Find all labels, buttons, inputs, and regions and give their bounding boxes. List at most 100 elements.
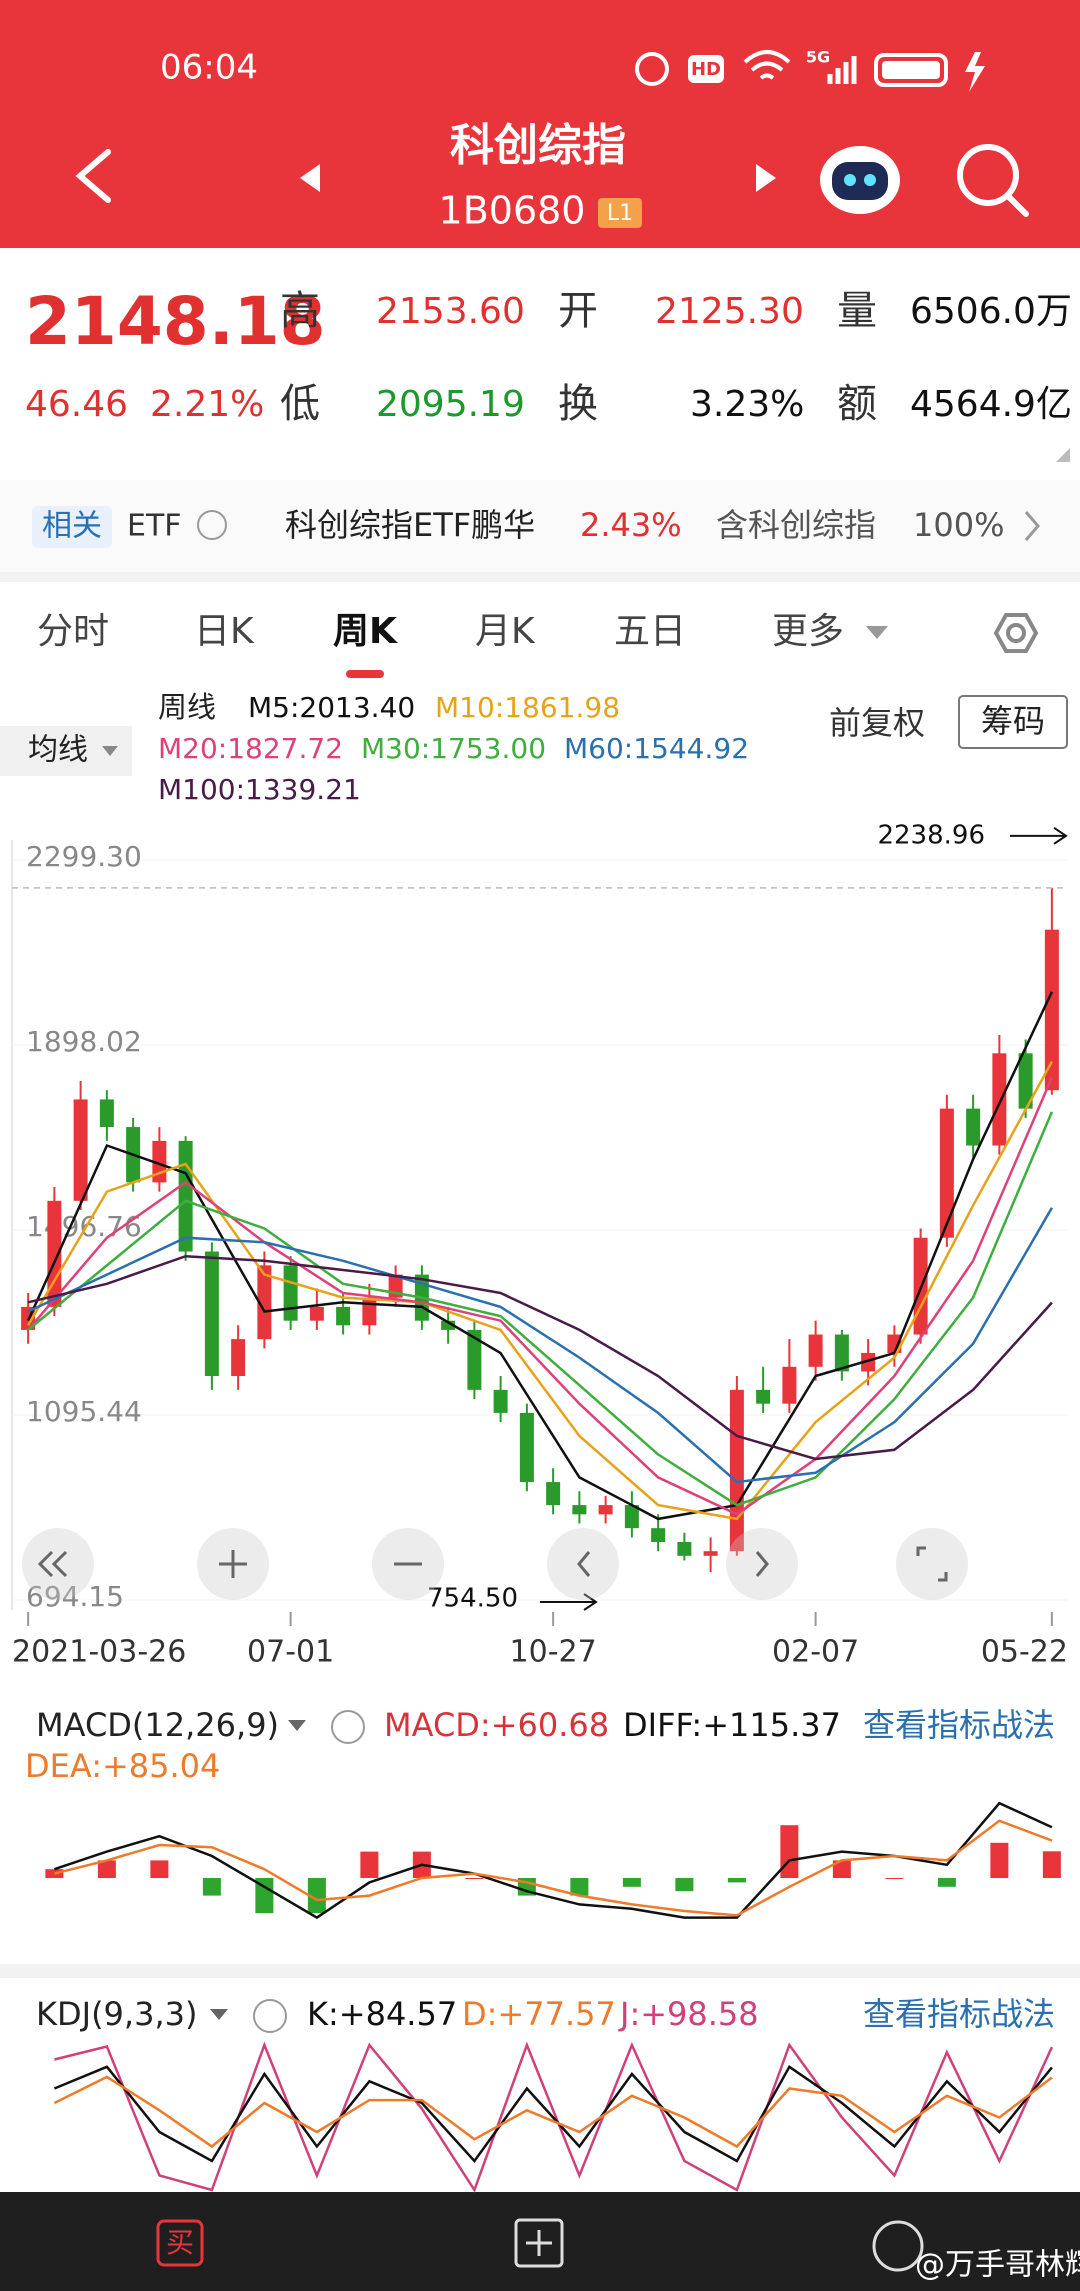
macd-bar [570,1878,589,1896]
search-button[interactable] [957,144,1029,217]
ma-line [27,1111,1054,1507]
ma-line [27,1076,1054,1516]
chart-control[interactable] [22,1528,94,1600]
price-change-pct: 2.21% [150,384,264,425]
candle-body [782,1366,797,1404]
chart-control[interactable] [547,1528,619,1600]
candle-body [598,1505,613,1515]
etf-chevron [1024,511,1040,541]
candle-body [651,1528,666,1542]
kdj-title[interactable]: KDJ(9,3,3) [36,1995,197,2033]
candle-body [1018,1053,1033,1109]
function-icon[interactable] [872,2220,924,2272]
watermark: @万手哥林辉 [915,2248,1080,2283]
separator [0,572,1080,582]
candle-body [257,1265,272,1340]
kdj-j-line [54,2041,1054,2193]
candle-body [572,1505,587,1515]
macd-bar [885,1878,904,1879]
expand-corner[interactable] [1056,448,1070,462]
candle-body [729,1389,744,1552]
quote-label: 额 [837,381,877,427]
kdj-readout: J:+98.58 [618,1995,759,2033]
macd-link[interactable]: 查看指标战法 [863,1706,1055,1744]
info-icon[interactable] [197,510,227,540]
macd-bar [360,1851,379,1878]
level-label: L1 [607,201,633,226]
quote-value: 2125.30 [655,291,804,332]
assistant-button[interactable] [820,146,900,214]
chart-control-icon [577,1551,591,1577]
settings-button[interactable] [993,613,1039,653]
chart-control-icon [219,1550,247,1578]
chart-control-icon [37,1550,68,1578]
info-icon[interactable] [331,1710,365,1744]
battery-level [882,61,940,79]
x-tick-label: 02-07 [772,1635,859,1670]
kdj-link[interactable]: 查看指标战法 [863,1995,1055,2033]
tab[interactable]: 五日 [614,611,686,652]
buy-icon-box[interactable] [156,2219,204,2267]
ma-legend: M10:1861.98 [435,691,620,724]
tab[interactable]: 月K [475,611,536,652]
prev-stock[interactable] [300,164,320,192]
chart-control[interactable] [726,1528,798,1600]
info-icon[interactable] [253,1999,287,2033]
tab[interactable]: 周K [333,611,398,652]
x-tick-label: 07-01 [247,1635,334,1670]
buy-icon[interactable]: 买 [166,2226,194,2259]
macd-diff-line [54,1801,1053,1920]
macd-bar [990,1842,1009,1878]
tab[interactable]: 分时 [37,611,109,652]
candle-body [178,1140,193,1252]
macd-title[interactable]: MACD(12,26,9) [36,1706,279,1744]
candle-body [493,1389,508,1413]
ma-button[interactable]: 均线 [28,733,88,768]
etf-row[interactable] [0,480,1080,572]
ma-legend: M100:1339.21 [158,773,361,806]
x-tick-label: 2021-03-26 [12,1635,186,1670]
assistant-eye [844,174,856,186]
search-handle [1005,193,1029,217]
chart-control-icon [755,1551,769,1577]
low-marker-arrow [540,1593,598,1611]
ma-line [27,1207,1053,1484]
tab[interactable]: 日K [194,611,255,652]
quote-value: 4564.9亿 [910,384,1072,425]
alarm-icon [635,52,669,86]
battery-icon [874,53,948,87]
header-bar [0,0,1080,248]
y-tick-label: 2299.30 [26,840,142,873]
candle-body [1044,929,1059,1091]
watchlist-icon[interactable] [514,2218,564,2268]
macd-bar [255,1878,274,1914]
tab-indicator [346,670,384,678]
adjust-button[interactable]: 前复权 [829,704,925,742]
back-button[interactable] [75,149,111,203]
chips-button[interactable]: 筹码 [981,702,1045,740]
macd-bar [937,1878,956,1887]
ma-line [26,991,1054,1521]
macd-bar [675,1878,694,1892]
macd-dea-line [54,1819,1053,1917]
chips-button-box[interactable] [958,695,1068,749]
quote-value: 3.23% [690,384,804,425]
kdj-k-line [53,2064,1053,2163]
candle-body [703,1551,718,1556]
kdj-readout: K:+84.57 [307,1995,457,2033]
candle-body [467,1329,482,1390]
etf-name: 科创综指ETF鹏华 [285,506,535,544]
last-price: 2148.18 [25,283,326,360]
quote-label: 开 [558,288,598,334]
y-tick-label: 1898.02 [26,1025,142,1058]
tab[interactable]: 更多 [772,611,844,652]
etf-type: ETF [127,509,182,544]
macd-bar [307,1878,326,1914]
chart-control[interactable] [896,1528,968,1600]
quote-value: 2095.19 [376,384,525,425]
hd-badge [688,55,724,83]
quote-label: 量 [837,288,877,334]
macd-caret [288,1720,306,1731]
next-stock[interactable] [756,164,776,192]
